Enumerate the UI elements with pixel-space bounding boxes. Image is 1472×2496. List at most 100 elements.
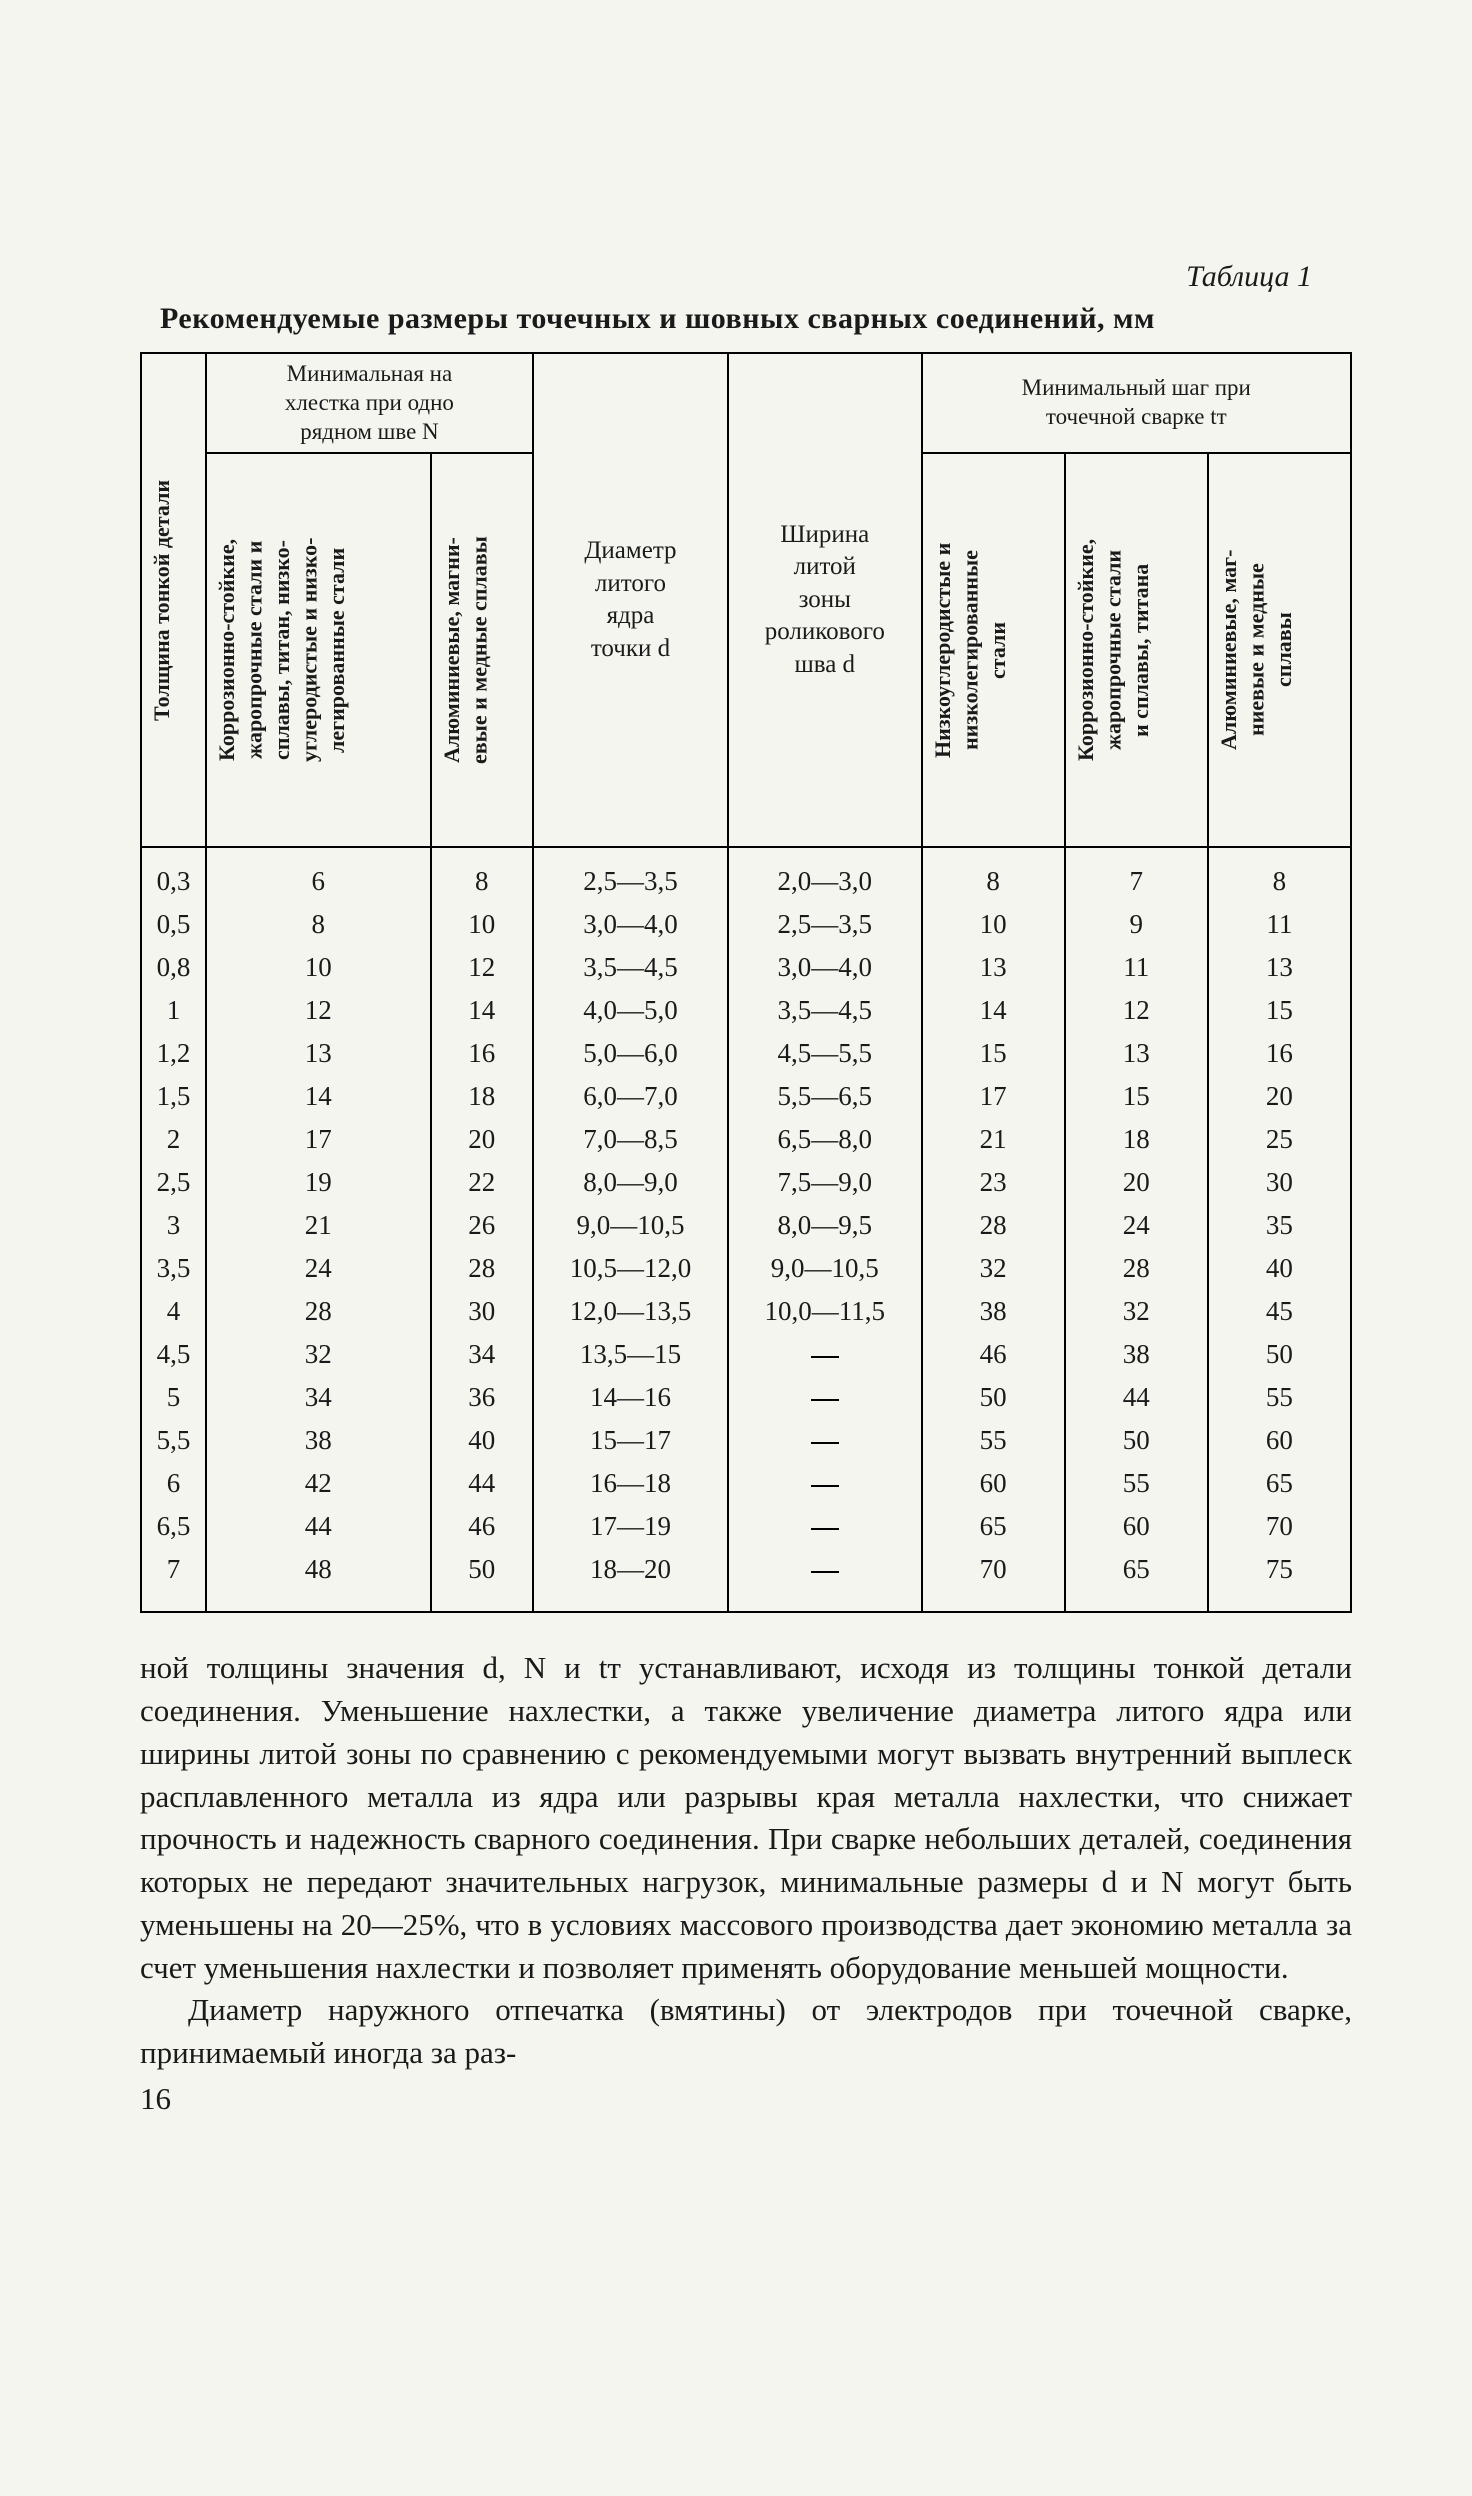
- table-cell: 18—20: [533, 1548, 728, 1612]
- table-cell: 28: [1065, 1247, 1208, 1290]
- table-cell: 70: [1208, 1505, 1351, 1548]
- table-cell: 17—19: [533, 1505, 728, 1548]
- table-cell: [728, 1376, 922, 1419]
- table-cell: 13: [206, 1032, 431, 1075]
- table-cell: 11: [1208, 903, 1351, 946]
- table-cell: 12,0—13,5: [533, 1290, 728, 1333]
- paragraph-2: Диаметр наружного отпечатка (вмятины) от…: [140, 1989, 1352, 2075]
- table-row: 0,3682,5—3,52,0—3,0878: [141, 847, 1351, 903]
- table-cell: 18: [431, 1075, 533, 1118]
- table-cell: 18: [1065, 1118, 1208, 1161]
- table-cell: 14: [431, 989, 533, 1032]
- body-text: ной толщины значения d, N и tт устанавли…: [140, 1647, 1352, 2075]
- table-cell: 15: [922, 1032, 1065, 1075]
- table-cell: 9: [1065, 903, 1208, 946]
- table-cell: 7,5—9,0: [728, 1161, 922, 1204]
- table-cell: 20: [1208, 1075, 1351, 1118]
- table-cell: [728, 1419, 922, 1462]
- table-cell: 10: [922, 903, 1065, 946]
- table-cell: 38: [1065, 1333, 1208, 1376]
- table-cell: [728, 1548, 922, 1612]
- table-cell: 14—16: [533, 1376, 728, 1419]
- table-cell: 13: [1208, 946, 1351, 989]
- table-cell: 4: [141, 1290, 206, 1333]
- table-cell: 14: [922, 989, 1065, 1032]
- table-cell: 6,0—7,0: [533, 1075, 728, 1118]
- table-cell: 12: [431, 946, 533, 989]
- table-cell: 32: [922, 1247, 1065, 1290]
- table-row: 321269,0—10,58,0—9,5282435: [141, 1204, 1351, 1247]
- table-cell: 6,5—8,0: [728, 1118, 922, 1161]
- table-cell: 10: [206, 946, 431, 989]
- table-cell: 40: [1208, 1247, 1351, 1290]
- table-cell: 48: [206, 1548, 431, 1612]
- table-cell: 42: [206, 1462, 431, 1505]
- table-cell: 45: [1208, 1290, 1351, 1333]
- table-cell: 10,0—11,5: [728, 1290, 922, 1333]
- table-cell: 32: [206, 1333, 431, 1376]
- table-cell: 8: [1208, 847, 1351, 903]
- table-row: 5,5384015—17555060: [141, 1419, 1351, 1462]
- table-cell: 5,5: [141, 1419, 206, 1462]
- table-cell: 30: [1208, 1161, 1351, 1204]
- table-cell: 5,5—6,5: [728, 1075, 922, 1118]
- table-cell: 32: [1065, 1290, 1208, 1333]
- table-cell: 55: [1208, 1376, 1351, 1419]
- table-cell: 2,5—3,5: [728, 903, 922, 946]
- table-cell: 2: [141, 1118, 206, 1161]
- table-title: Рекомендуемые размеры точечных и шовных …: [140, 302, 1352, 336]
- table-cell: 8: [431, 847, 533, 903]
- table-row: 1,213165,0—6,04,5—5,5151316: [141, 1032, 1351, 1075]
- table-cell: 13: [1065, 1032, 1208, 1075]
- table-cell: 46: [431, 1505, 533, 1548]
- dash-icon: [811, 1528, 839, 1530]
- table-cell: 7,0—8,5: [533, 1118, 728, 1161]
- table-cell: 15: [1208, 989, 1351, 1032]
- table-cell: 6: [206, 847, 431, 903]
- table-cell: 21: [922, 1118, 1065, 1161]
- col-al-alloys-header: Алюминиевые, магни-евые и медные сплавы: [436, 460, 495, 840]
- table-row: 2,519228,0—9,07,5—9,0232030: [141, 1161, 1351, 1204]
- table-cell: 28: [431, 1247, 533, 1290]
- table-cell: 6: [141, 1462, 206, 1505]
- table-cell: 8: [922, 847, 1065, 903]
- table-label: Таблица 1: [140, 260, 1352, 294]
- col-steels-header: Коррозионно-стойкие,жаропрочные стали ис…: [211, 460, 353, 840]
- table-cell: 5: [141, 1376, 206, 1419]
- table-row: 3,5242810,5—12,09,0—10,5322840: [141, 1247, 1351, 1290]
- table-cell: 44: [431, 1462, 533, 1505]
- table-cell: 65: [922, 1505, 1065, 1548]
- table-cell: 21: [206, 1204, 431, 1247]
- col-thickness-header: Толщина тонкой детали: [146, 410, 178, 790]
- col-lowcarbon-header: Низкоуглеродистые инизколегированныестал…: [927, 460, 1014, 840]
- table-cell: 2,5: [141, 1161, 206, 1204]
- table-cell: 3,5—4,5: [728, 989, 922, 1032]
- dash-icon: [811, 1442, 839, 1444]
- table-cell: 16: [431, 1032, 533, 1075]
- dash-icon: [811, 1485, 839, 1487]
- table-cell: 50: [922, 1376, 1065, 1419]
- table-cell: 3,5—4,5: [533, 946, 728, 989]
- table-cell: 26: [431, 1204, 533, 1247]
- table-cell: 0,3: [141, 847, 206, 903]
- table-cell: 15: [1065, 1075, 1208, 1118]
- table-cell: 36: [431, 1376, 533, 1419]
- table-cell: 24: [206, 1247, 431, 1290]
- table-cell: 46: [922, 1333, 1065, 1376]
- table-cell: 15—17: [533, 1419, 728, 1462]
- table-cell: 3,0—4,0: [533, 903, 728, 946]
- table-cell: 8: [206, 903, 431, 946]
- table-cell: 6,5: [141, 1505, 206, 1548]
- table-cell: 38: [206, 1419, 431, 1462]
- table-cell: 11: [1065, 946, 1208, 989]
- table-cell: 19: [206, 1161, 431, 1204]
- table-cell: 60: [922, 1462, 1065, 1505]
- table-cell: 4,0—5,0: [533, 989, 728, 1032]
- table-cell: 7: [141, 1548, 206, 1612]
- group-min-overlap-header: Минимальная нахлестка при однорядном шве…: [206, 353, 533, 453]
- table-row: 112144,0—5,03,5—4,5141215: [141, 989, 1351, 1032]
- group-min-step-header: Минимальный шаг приточечной сварке tт: [922, 353, 1351, 453]
- page-number: 16: [140, 2081, 1352, 2117]
- table-row: 0,810123,5—4,53,0—4,0131113: [141, 946, 1351, 989]
- table-cell: 23: [922, 1161, 1065, 1204]
